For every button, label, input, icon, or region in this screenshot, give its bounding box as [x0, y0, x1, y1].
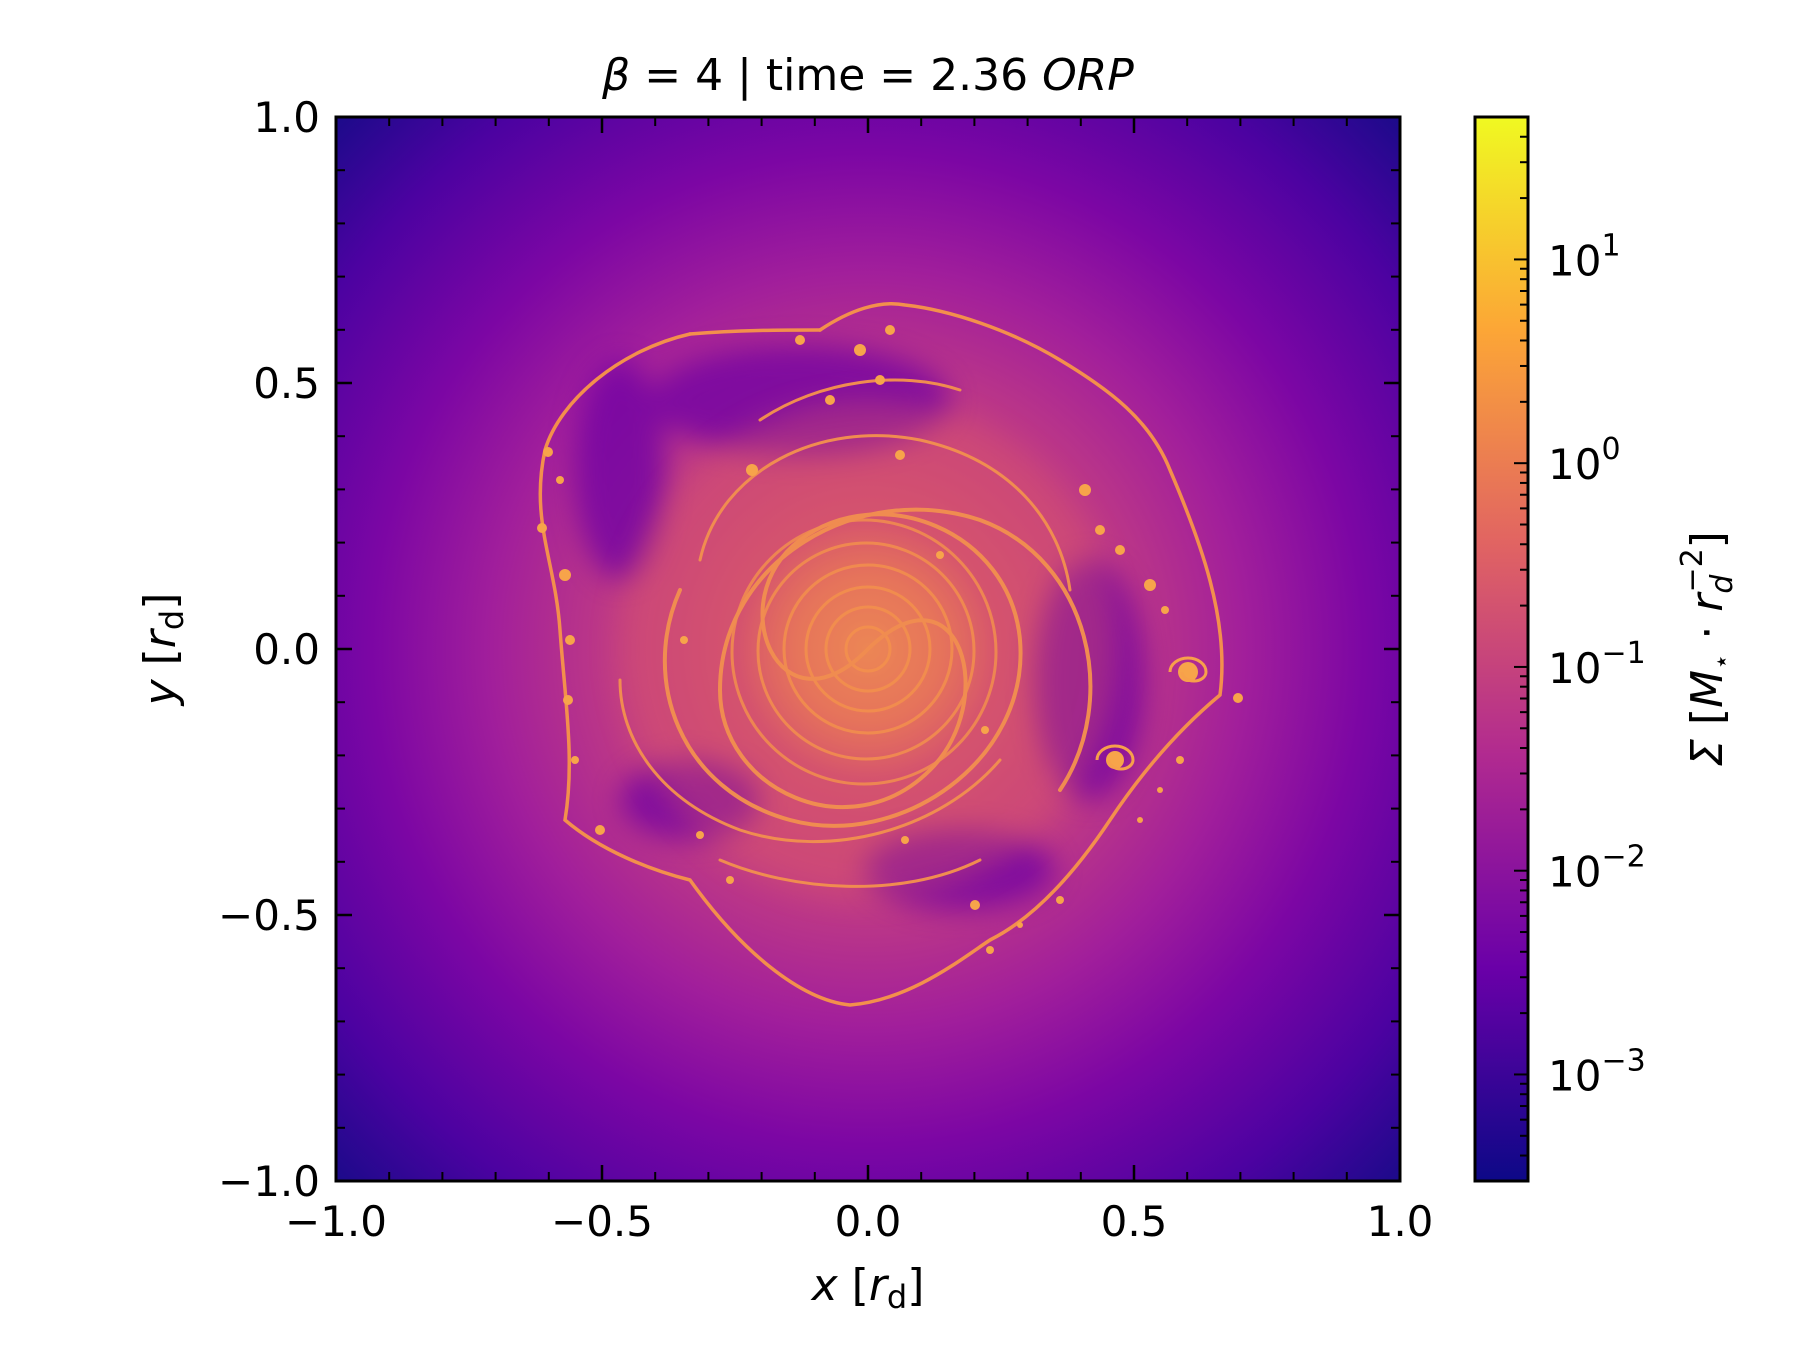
colorbar-ticks: [1514, 116, 1528, 1182]
y-tick-labels: −1.0 −0.5 0.0 0.5 1.0: [218, 93, 320, 1206]
x-tick-label: 0.5: [1101, 1197, 1168, 1246]
colorbar-tick-label: 10−2: [1548, 840, 1646, 897]
x-tick-label: −1.0: [285, 1197, 387, 1246]
fragment: [895, 450, 905, 460]
y-tick-label: 1.0: [253, 93, 320, 142]
fragment: [825, 395, 835, 405]
colorbar-tick-label: 10−3: [1548, 1043, 1646, 1100]
fragment: [559, 569, 571, 581]
void-left: [575, 360, 665, 580]
fragment: [1017, 922, 1023, 928]
x-axis-label: x [rd]: [810, 1260, 925, 1316]
x-tick-label: 1.0: [1367, 1197, 1434, 1246]
spiral-arm: [717, 507, 1093, 810]
colorbar-tick-labels: 10−3 10−2 10−1 100 101: [1548, 228, 1646, 1100]
ring: [824, 605, 912, 693]
fragment: [854, 344, 866, 356]
vortex: [1095, 744, 1135, 771]
fragment: [595, 825, 605, 835]
vortex: [1168, 656, 1208, 683]
fragment: [543, 447, 553, 457]
fragment: [726, 876, 734, 884]
y-tick-label: 0.0: [253, 625, 320, 674]
fragment: [680, 636, 688, 644]
fragment: [565, 635, 575, 645]
fragment: [1056, 896, 1064, 904]
colorbar-tick-label: 100: [1548, 432, 1621, 489]
colorbar-tick-label: 101: [1548, 228, 1621, 285]
fragment: [981, 726, 989, 734]
y-axis-label: y [rd]: [135, 593, 191, 708]
ring: [782, 563, 954, 735]
fragment: [1157, 787, 1163, 793]
x-ticks: [334, 117, 1402, 1181]
fragment: [571, 756, 579, 764]
chart-title: β = 4 | time = 2.36 ORP: [601, 50, 1134, 101]
fragment: [1233, 693, 1243, 703]
fragment: [1161, 606, 1169, 614]
fragment: [1095, 525, 1105, 535]
heatmap-image: [336, 117, 1400, 1181]
y-tick-label: 0.5: [253, 359, 320, 408]
fragment: [537, 523, 547, 533]
fragment: [1115, 545, 1125, 555]
fragment: [970, 900, 980, 910]
ring: [756, 541, 976, 761]
ring: [730, 518, 998, 786]
fragment: [556, 476, 564, 484]
fragment: [1137, 817, 1143, 823]
fragment: [696, 831, 704, 839]
fragment: [1176, 756, 1184, 764]
y-ticks: [336, 115, 1400, 1183]
spiral-arm: [718, 858, 982, 888]
x-tick-label: −0.5: [551, 1197, 653, 1246]
spiral-arm: [618, 678, 1002, 844]
fragment: [986, 946, 994, 954]
fragment: [563, 695, 573, 705]
fragment: [795, 335, 805, 345]
y-tick-label: −0.5: [218, 891, 320, 940]
y-tick-label: −1.0: [218, 1157, 320, 1206]
x-tick-label: 0.0: [835, 1197, 902, 1246]
fragment: [901, 836, 909, 844]
ring: [844, 625, 892, 673]
colorbar: [1473, 115, 1530, 1183]
fragment: [1144, 579, 1156, 591]
spiral-arm: [758, 378, 962, 422]
fragment: [936, 551, 944, 559]
outer-filament: [538, 302, 1224, 1007]
outer-filament: [688, 328, 822, 336]
colorbar-label: Σ [M⋆ · rd−2]: [1675, 531, 1740, 767]
x-tick-labels: −1.0 −0.5 0.0 0.5 1.0: [285, 1197, 1433, 1246]
fragment: [885, 325, 895, 335]
spiral-arm: [698, 434, 1072, 592]
fragment: [875, 375, 885, 385]
fragment: [1079, 484, 1091, 496]
spiral-arm: [662, 512, 1023, 828]
fragment: [746, 464, 758, 476]
ring: [804, 585, 932, 713]
colorbar-tick-label: 10−1: [1548, 636, 1646, 693]
